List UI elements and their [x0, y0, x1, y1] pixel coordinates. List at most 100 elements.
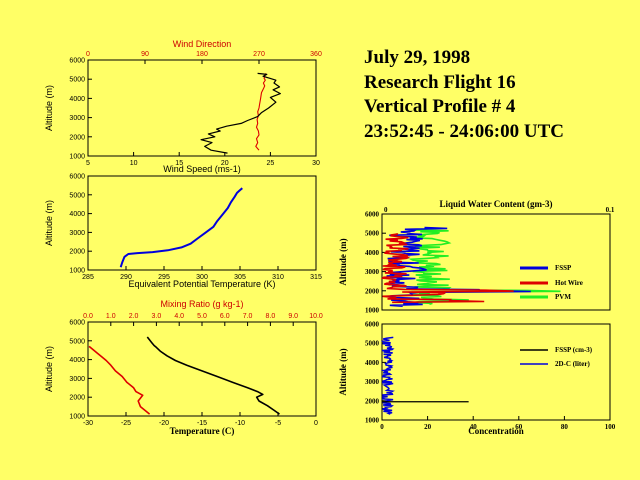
wind-top-tick-label: 180: [196, 51, 208, 58]
wind-xtick-label: 10: [130, 160, 138, 167]
lwc-plot-frame: [381, 213, 611, 311]
temp_mix-xtick-label: -20: [159, 420, 169, 427]
temp_mix-top-tick-label: 4.0: [174, 313, 184, 320]
temperature-xlabel: Temperature (C): [170, 426, 235, 436]
conc-xtick-label: 0: [380, 423, 384, 431]
conc-ytick-label: 1000: [365, 417, 380, 425]
wind-series-wind-speed: [200, 72, 281, 154]
wind-top-tick-label: 90: [141, 51, 149, 58]
conc-ytick-label: 2000: [365, 397, 380, 405]
temp-plot-frame: [87, 321, 317, 417]
temp_mix-xtick-label: -25: [121, 420, 131, 427]
lwc-ytick-label: 1000: [365, 307, 380, 315]
conc-ytick-label: 3000: [365, 378, 380, 386]
wind-top-tick-label: 360: [310, 51, 322, 58]
temp_mix-ytick-label: 6000: [69, 320, 85, 327]
conc-xtick-label: 20: [424, 423, 432, 431]
temp_mix-xtick-label: 0: [314, 420, 318, 427]
wind-ytick-label: 5000: [69, 77, 85, 84]
temp_mix-top-tick-label: 7.0: [243, 313, 253, 320]
wind-top-tick-label: 270: [253, 51, 265, 58]
conc-xlabel: Concentration: [468, 426, 524, 436]
theta_e-ytick-label: 3000: [69, 230, 85, 237]
conc-ytick-label: 6000: [365, 321, 380, 329]
flight-date: July 29, 1998: [364, 47, 471, 68]
conc-ytick-label: 4000: [365, 359, 380, 367]
wind-series-wind-direction: [255, 73, 267, 151]
wind-ytick-label: 4000: [69, 96, 85, 103]
thetae-plot-frame: [87, 175, 317, 271]
time-range: 23:52:45 - 24:06:00 UTC: [364, 120, 565, 142]
wind-direction-label: Wind Direction: [173, 39, 232, 49]
thetae-ylabel: Altitude (m): [44, 200, 54, 246]
conc-xtick-label: 60: [515, 423, 523, 431]
wind-ytick-label: 2000: [69, 134, 85, 141]
lwc-title: Liquid Water Content (gm-3): [440, 199, 553, 209]
temp_mix-xtick-label: -5: [275, 420, 281, 427]
theta_e-xtick-label: 315: [310, 274, 322, 281]
mixing-ratio-label: Mixing Ratio (g kg-1): [160, 299, 243, 309]
wind-ytick-label: 1000: [69, 154, 85, 161]
wind-ylabel: Altitude (m): [44, 85, 54, 131]
conc-xtick-label: 80: [561, 423, 569, 431]
legend-2dc-label: 2D-C (liter): [555, 360, 590, 368]
lwc-top-tick-label: 0: [384, 206, 388, 214]
lwc-ylabel: Altitude (m): [338, 238, 348, 285]
temp_mix-top-tick-label: 1.0: [106, 313, 116, 320]
legend-fssp-conc-label: FSSP (cm-3): [555, 346, 593, 354]
temp_mix-top-tick-label: 5.0: [197, 313, 207, 320]
conc-plot-frame: [381, 323, 611, 421]
theta_e-xtick-label: 305: [234, 274, 246, 281]
temp_mix-xtick-label: -10: [235, 420, 245, 427]
theta_e-ytick-label: 5000: [69, 192, 85, 199]
legend-pvm-label: PVM: [555, 293, 571, 301]
lwc-ytick-label: 3000: [365, 268, 380, 276]
theta_e-ytick-label: 2000: [69, 249, 85, 256]
theta_e-ytick-label: 1000: [69, 268, 85, 275]
temp_mix-top-tick-label: 10.0: [309, 313, 323, 320]
temp_mix-ytick-label: 2000: [69, 395, 85, 402]
wind-plot-frame: [87, 59, 317, 157]
conc-xtick-label: 100: [605, 423, 616, 431]
temp_mix-series-temperature: [146, 336, 280, 415]
lwc-ytick-label: 4000: [365, 249, 380, 257]
profile-number: Vertical Profile # 4: [364, 96, 516, 117]
wind-speed-label: Wind Speed (ms-1): [163, 164, 241, 174]
temp-ylabel: Altitude (m): [44, 346, 54, 392]
lwc-ytick-label: 2000: [365, 287, 380, 295]
lwc-series-fssp: [386, 226, 531, 307]
wind-xtick-label: 20: [221, 160, 229, 167]
lwc-series-hot-wire: [380, 232, 514, 304]
temp_mix-top-tick-label: 2.0: [129, 313, 139, 320]
theta_e-series-theta-e: [119, 187, 243, 268]
temp_mix-xtick-label: -30: [83, 420, 93, 427]
flight-info: July 29, 1998 Research Flight 16 Vertica…: [364, 46, 564, 144]
wind-xtick-label: 25: [267, 160, 275, 167]
theta_e-ytick-label: 6000: [69, 174, 85, 181]
temp_mix-xtick-label: -15: [197, 420, 207, 427]
temp_mix-ytick-label: 5000: [69, 338, 85, 345]
lwc-top-tick-label: 0.1: [606, 206, 615, 214]
wind-xtick-label: 30: [312, 160, 320, 167]
theta_e-xtick-label: 290: [120, 274, 132, 281]
wind-top-tick-label: 0: [86, 51, 90, 58]
wind-ytick-label: 3000: [69, 115, 85, 122]
conc-xtick-label: 40: [470, 423, 478, 431]
wind-ytick-label: 6000: [69, 58, 85, 65]
conc-ylabel: Altitude (m): [338, 348, 348, 395]
conc-ytick-label: 5000: [365, 340, 380, 348]
temp_mix-top-tick-label: 9.0: [288, 313, 298, 320]
lwc-ytick-label: 6000: [365, 211, 380, 219]
temp_mix-ytick-label: 4000: [69, 357, 85, 364]
theta_e-ytick-label: 4000: [69, 211, 85, 218]
wind-xtick-label: 15: [175, 160, 183, 167]
temp_mix-ytick-label: 3000: [69, 376, 85, 383]
wind-xtick-label: 5: [86, 160, 90, 167]
temp_mix-top-tick-label: 6.0: [220, 313, 230, 320]
temp_mix-ytick-label: 1000: [69, 414, 85, 421]
conc-series-2d-c: [380, 336, 396, 415]
temp_mix-top-tick-label: 3.0: [152, 313, 162, 320]
theta_e-xtick-label: 310: [272, 274, 284, 281]
